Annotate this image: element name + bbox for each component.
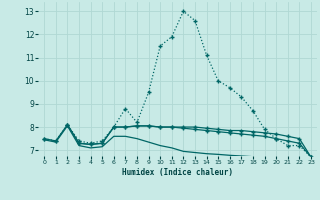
X-axis label: Humidex (Indice chaleur): Humidex (Indice chaleur) xyxy=(122,168,233,177)
